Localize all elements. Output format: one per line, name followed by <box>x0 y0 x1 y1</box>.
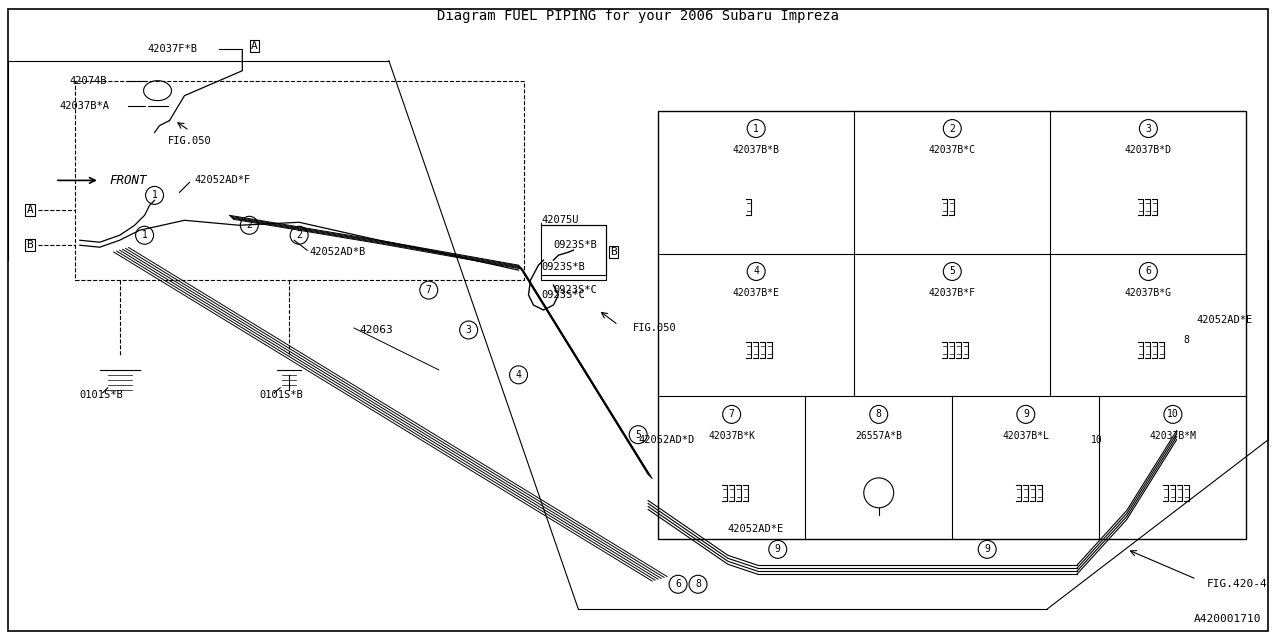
Text: 8: 8 <box>695 579 701 589</box>
Text: 0923S*B: 0923S*B <box>541 262 585 272</box>
Text: 1: 1 <box>753 124 759 134</box>
Text: 7: 7 <box>426 285 431 295</box>
Text: A420001710: A420001710 <box>1194 614 1261 624</box>
Text: 10: 10 <box>1091 435 1103 445</box>
Text: 42074B: 42074B <box>70 76 108 86</box>
Text: 42037B*E: 42037B*E <box>732 289 780 298</box>
Bar <box>608 246 618 258</box>
Text: 8: 8 <box>876 410 882 419</box>
Text: FIG.050: FIG.050 <box>634 323 677 333</box>
Text: 2: 2 <box>296 230 302 240</box>
Text: 42075U: 42075U <box>541 215 579 225</box>
Text: 42052AD*F: 42052AD*F <box>195 175 251 186</box>
Text: 42037F*B: 42037F*B <box>147 44 197 54</box>
Text: 42052AD*B: 42052AD*B <box>308 247 365 257</box>
Text: 0923S*B: 0923S*B <box>553 240 598 250</box>
Text: 42037B*A: 42037B*A <box>60 100 110 111</box>
Text: 42037B*G: 42037B*G <box>1125 289 1172 298</box>
Bar <box>26 239 35 251</box>
Text: 3: 3 <box>1146 124 1151 134</box>
Text: 9: 9 <box>774 545 781 554</box>
Text: 42037B*F: 42037B*F <box>929 289 975 298</box>
Text: B: B <box>609 247 617 257</box>
Text: 0923S*C: 0923S*C <box>541 290 585 300</box>
Text: 26557A*B: 26557A*B <box>855 431 902 442</box>
Bar <box>74 81 524 280</box>
Text: 42052AD*E: 42052AD*E <box>728 524 785 534</box>
Text: 1: 1 <box>142 230 147 240</box>
Text: 42037B*K: 42037B*K <box>708 431 755 442</box>
Text: 42037B*D: 42037B*D <box>1125 145 1172 156</box>
Text: A: A <box>27 205 33 215</box>
Text: 42037B*M: 42037B*M <box>1149 431 1197 442</box>
Text: 6: 6 <box>1146 266 1151 276</box>
Text: 8: 8 <box>1184 335 1189 345</box>
Text: 3: 3 <box>466 325 471 335</box>
Bar <box>147 100 168 111</box>
Text: 9: 9 <box>984 545 991 554</box>
Text: 4: 4 <box>516 370 521 380</box>
Text: 10: 10 <box>1167 410 1179 419</box>
Text: Diagram FUEL PIPING for your 2006 Subaru Impreza: Diagram FUEL PIPING for your 2006 Subaru… <box>438 9 840 23</box>
Text: A: A <box>251 41 257 51</box>
Text: 1: 1 <box>151 190 157 200</box>
Text: 5: 5 <box>635 429 641 440</box>
Text: FIG.050: FIG.050 <box>168 136 211 145</box>
Text: 6: 6 <box>675 579 681 589</box>
Text: B: B <box>27 240 33 250</box>
Text: 42063: 42063 <box>358 325 393 335</box>
Text: 0923S*C: 0923S*C <box>553 285 598 295</box>
Text: 2: 2 <box>246 220 252 230</box>
Text: 0101S*B: 0101S*B <box>260 390 303 400</box>
Text: 2: 2 <box>950 124 955 134</box>
Text: 0101S*B: 0101S*B <box>79 390 124 400</box>
Bar <box>250 40 259 52</box>
Text: 4: 4 <box>753 266 759 276</box>
Text: 9: 9 <box>1023 410 1029 419</box>
Bar <box>541 225 607 280</box>
Bar <box>26 204 35 216</box>
Text: 42052AD*D: 42052AD*D <box>639 435 695 445</box>
Text: 5: 5 <box>950 266 955 276</box>
Text: 42037B*B: 42037B*B <box>732 145 780 156</box>
Text: FIG.420-4: FIG.420-4 <box>1207 579 1267 589</box>
Bar <box>658 111 1247 540</box>
Text: 42037B*L: 42037B*L <box>1002 431 1050 442</box>
Text: 42052AD*E: 42052AD*E <box>1197 315 1253 325</box>
Text: FRONT: FRONT <box>110 174 147 187</box>
Text: 7: 7 <box>728 410 735 419</box>
Text: 42037B*C: 42037B*C <box>929 145 975 156</box>
